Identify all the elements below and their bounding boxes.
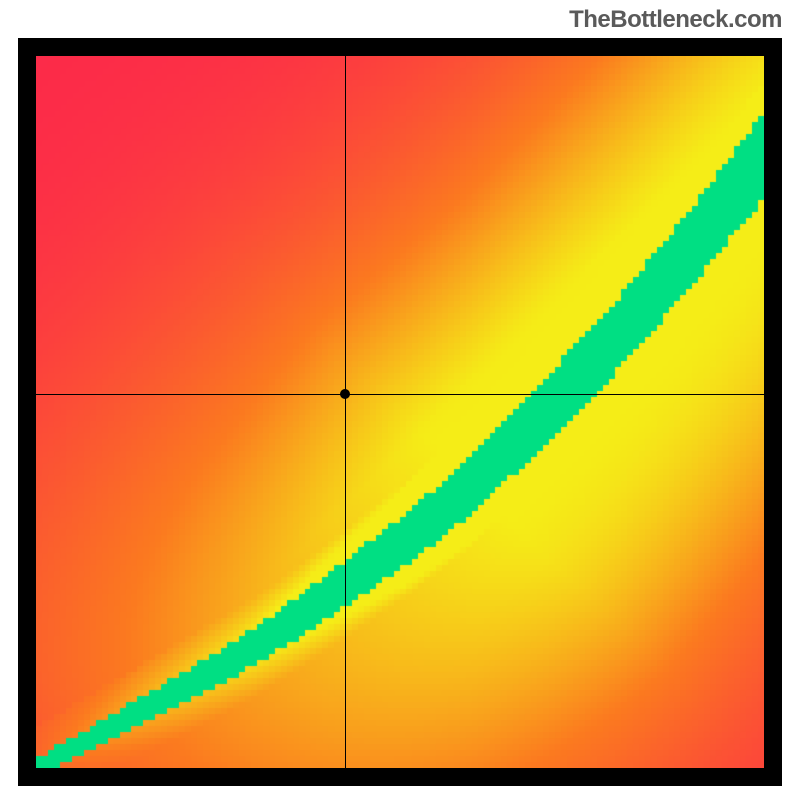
- plot-area: [36, 56, 764, 768]
- crosshair-marker[interactable]: [340, 389, 350, 399]
- watermark-text: TheBottleneck.com: [569, 6, 782, 34]
- crosshair-horizontal: [36, 394, 764, 395]
- chart-frame: [18, 38, 782, 786]
- crosshair-vertical: [345, 56, 346, 768]
- bottleneck-heatmap: { "watermark": "TheBottleneck.com", "hea…: [0, 0, 800, 800]
- heatmap-canvas: [36, 56, 764, 768]
